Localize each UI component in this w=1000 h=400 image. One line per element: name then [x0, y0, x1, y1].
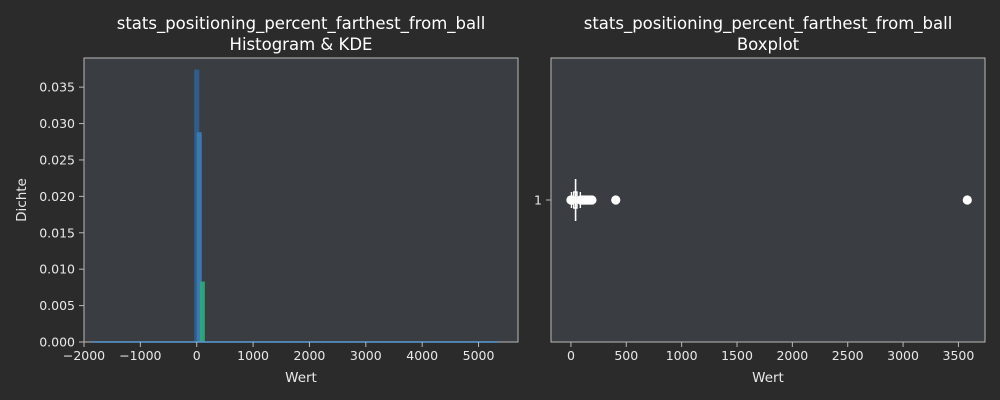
y-tick-label: 0.000	[39, 335, 75, 350]
histogram-bar	[196, 132, 202, 342]
boxplot-x-label: Wert	[752, 370, 784, 386]
x-tick-label: −1000	[119, 348, 161, 363]
x-tick-label: 0	[193, 348, 201, 363]
x-tick-label: 5000	[463, 348, 495, 363]
histogram-y-label: Dichte	[14, 178, 30, 222]
x-tick-label: −2000	[63, 348, 105, 363]
histogram-subtitle: Histogram & KDE	[230, 35, 373, 54]
boxplot-x-ticks: 0 500 1000 1500 2000 2500 3000 3500	[567, 342, 974, 363]
outlier-point	[962, 195, 972, 205]
boxplot-y-ticks: 1	[534, 193, 551, 208]
x-tick-label: 4000	[406, 348, 438, 363]
boxplot-subtitle: Boxplot	[737, 35, 800, 54]
histogram-x-ticks: −2000 −1000 0 1000 2000 3000 4000 5000	[63, 342, 495, 363]
boxplot-title: stats_positioning_percent_farthest_from_…	[584, 14, 953, 34]
histogram-bar	[194, 69, 200, 343]
boxplot-outliers	[566, 195, 972, 205]
outlier-point	[567, 195, 577, 205]
y-tick-label: 0.015	[39, 225, 75, 240]
x-tick-label: 3000	[887, 348, 919, 363]
histogram-panel: stats_positioning_percent_farthest_from_…	[14, 14, 519, 386]
y-tick-label: 1	[534, 193, 542, 208]
x-tick-label: 500	[614, 348, 638, 363]
histogram-title: stats_positioning_percent_farthest_from_…	[117, 14, 486, 34]
histogram-y-ticks: 0.000 0.005 0.010 0.015 0.020 0.025 0.030 0.035	[39, 80, 84, 350]
outlier-point	[611, 195, 621, 205]
y-tick-label: 0.035	[39, 80, 75, 95]
x-tick-label: 3000	[350, 348, 382, 363]
x-tick-label: 3500	[943, 348, 975, 363]
outlier-point	[587, 195, 597, 205]
y-tick-label: 0.030	[39, 116, 75, 131]
x-tick-label: 1000	[237, 348, 269, 363]
boxplot-panel: stats_positioning_percent_farthest_from_…	[534, 14, 986, 386]
y-tick-label: 0.025	[39, 152, 75, 167]
x-tick-label: 1000	[666, 348, 698, 363]
x-tick-label: 2000	[294, 348, 326, 363]
histogram-x-label: Wert	[285, 370, 317, 386]
x-tick-label: 2500	[832, 348, 864, 363]
histogram-bars	[194, 69, 205, 343]
y-tick-label: 0.020	[39, 189, 75, 204]
histogram-bar	[199, 281, 205, 342]
y-tick-label: 0.010	[39, 262, 75, 277]
x-tick-label: 2000	[776, 348, 808, 363]
x-tick-label: 1500	[721, 348, 753, 363]
histogram-plot-area	[83, 57, 519, 343]
y-tick-label: 0.005	[39, 298, 75, 313]
x-tick-label: 0	[567, 348, 575, 363]
boxplot-plot-area	[550, 57, 986, 343]
